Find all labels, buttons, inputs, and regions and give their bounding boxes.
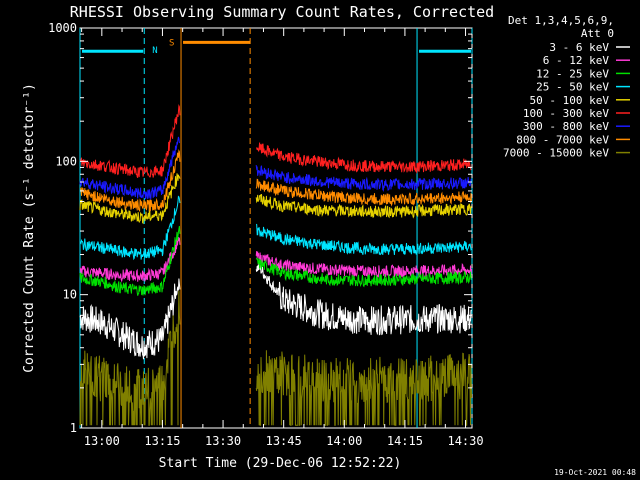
chart-title: RHESSI Observing Summary Count Rates, Co… [70, 3, 494, 21]
series-line [79, 195, 472, 261]
night-marker-label: N [152, 46, 157, 56]
observing-intervals: NS [79, 28, 473, 428]
series-line [79, 136, 472, 201]
x-tick-label: 13:00 [84, 434, 120, 448]
legend-entry-label: 100 - 300 keV [523, 107, 609, 120]
legend-entry-label: 800 - 7000 keV [516, 133, 609, 146]
y-axis-label: Corrected Count Rate (s⁻¹ detector⁻¹) [22, 83, 37, 373]
x-tick-label: 14:30 [447, 434, 483, 448]
x-tick-label: 13:45 [266, 434, 302, 448]
x-tick-label: 13:30 [205, 434, 241, 448]
legend-entry-label: 25 - 50 keV [536, 81, 609, 94]
series-line [79, 262, 472, 360]
saa-marker-label: S [169, 38, 174, 48]
legend-entry-label: 3 - 6 keV [549, 41, 609, 54]
series-line [79, 103, 472, 179]
legend-entry-label: 12 - 25 keV [536, 67, 609, 80]
legend-entry-label: 300 - 800 keV [523, 120, 609, 133]
y-axis-ticks: 1 10 100 1000 [48, 21, 472, 435]
series-layer [79, 103, 472, 426]
x-tick-label: 13:15 [144, 434, 180, 448]
y-tick-label: 100 [55, 154, 77, 168]
x-tick-label: 14:00 [326, 434, 362, 448]
x-tick-label: 14:15 [387, 434, 423, 448]
series-line [79, 173, 472, 225]
series-line [79, 225, 472, 296]
series-line [79, 148, 472, 212]
legend-header: Att 0 [581, 27, 614, 40]
y-tick-label: 1000 [48, 21, 77, 35]
series-line [79, 290, 472, 426]
legend-entry-label: 50 - 100 keV [530, 94, 610, 107]
legend-entry-label: 6 - 12 keV [543, 54, 610, 67]
y-tick-label: 10 [63, 288, 77, 302]
x-axis-label: Start Time (29-Dec-06 12:52:22) [159, 456, 402, 471]
legend-entry-label: 7000 - 15000 keV [503, 147, 609, 160]
x-axis-ticks: 13:00 13:15 13:30 13:45 14:00 14:15 14:30 [81, 28, 484, 448]
y-tick-label: 1 [70, 421, 77, 435]
timestamp: 19-Oct-2021 00:48 [554, 468, 636, 477]
legend-header: Det 1,3,4,5,6,9, [508, 14, 614, 27]
